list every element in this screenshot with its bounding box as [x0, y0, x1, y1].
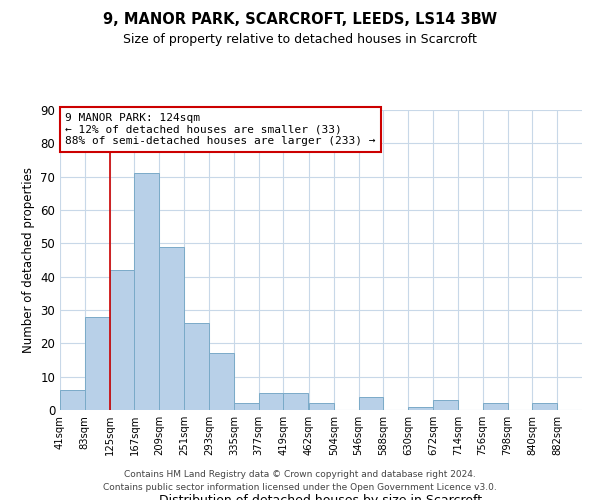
Bar	[85, 316, 110, 410]
Bar	[209, 354, 234, 410]
Text: Size of property relative to detached houses in Scarcroft: Size of property relative to detached ho…	[123, 32, 477, 46]
Bar	[408, 406, 433, 410]
Bar	[283, 394, 308, 410]
Text: Contains public sector information licensed under the Open Government Licence v3: Contains public sector information licen…	[103, 484, 497, 492]
Bar	[532, 404, 557, 410]
Y-axis label: Number of detached properties: Number of detached properties	[22, 167, 35, 353]
Text: 9 MANOR PARK: 124sqm
← 12% of detached houses are smaller (33)
88% of semi-detac: 9 MANOR PARK: 124sqm ← 12% of detached h…	[65, 113, 376, 146]
Bar	[184, 324, 209, 410]
Text: Contains HM Land Registry data © Crown copyright and database right 2024.: Contains HM Land Registry data © Crown c…	[124, 470, 476, 479]
Bar	[110, 270, 134, 410]
Bar	[160, 246, 184, 410]
Bar	[259, 394, 283, 410]
X-axis label: Distribution of detached houses by size in Scarcroft: Distribution of detached houses by size …	[160, 494, 482, 500]
Bar	[433, 400, 458, 410]
Bar	[60, 390, 85, 410]
Bar	[359, 396, 383, 410]
Text: 9, MANOR PARK, SCARCROFT, LEEDS, LS14 3BW: 9, MANOR PARK, SCARCROFT, LEEDS, LS14 3B…	[103, 12, 497, 28]
Bar	[309, 404, 334, 410]
Bar	[482, 404, 508, 410]
Bar	[134, 174, 160, 410]
Bar	[234, 404, 259, 410]
